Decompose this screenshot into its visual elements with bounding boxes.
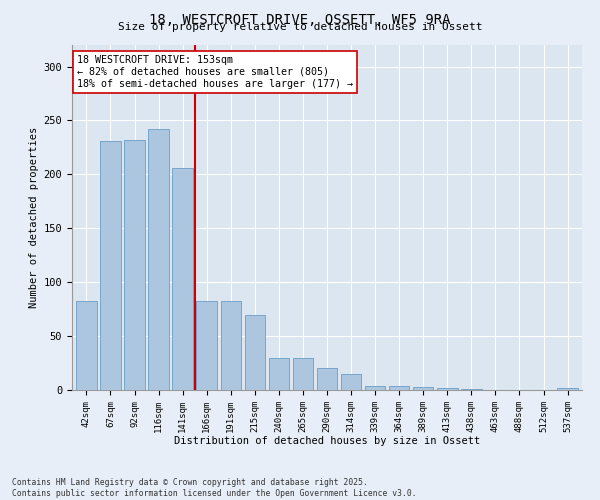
Text: Contains HM Land Registry data © Crown copyright and database right 2025.
Contai: Contains HM Land Registry data © Crown c…	[12, 478, 416, 498]
Bar	[317, 368, 337, 390]
Bar	[196, 300, 217, 390]
Bar	[293, 358, 313, 390]
Bar	[557, 388, 578, 390]
Bar	[100, 141, 121, 390]
Bar	[437, 388, 458, 390]
Bar	[365, 386, 385, 390]
Text: 18 WESTCROFT DRIVE: 153sqm
← 82% of detached houses are smaller (805)
18% of sem: 18 WESTCROFT DRIVE: 153sqm ← 82% of deta…	[77, 56, 353, 88]
Bar	[148, 129, 169, 390]
X-axis label: Distribution of detached houses by size in Ossett: Distribution of detached houses by size …	[174, 436, 480, 446]
Bar	[172, 168, 193, 390]
Bar	[389, 386, 409, 390]
Bar	[221, 300, 241, 390]
Text: 18, WESTCROFT DRIVE, OSSETT, WF5 9RA: 18, WESTCROFT DRIVE, OSSETT, WF5 9RA	[149, 12, 451, 26]
Bar	[461, 389, 482, 390]
Bar	[341, 374, 361, 390]
Bar	[245, 314, 265, 390]
Bar	[124, 140, 145, 390]
Bar	[269, 358, 289, 390]
Bar	[413, 387, 433, 390]
Bar	[76, 300, 97, 390]
Y-axis label: Number of detached properties: Number of detached properties	[29, 127, 40, 308]
Text: Size of property relative to detached houses in Ossett: Size of property relative to detached ho…	[118, 22, 482, 32]
